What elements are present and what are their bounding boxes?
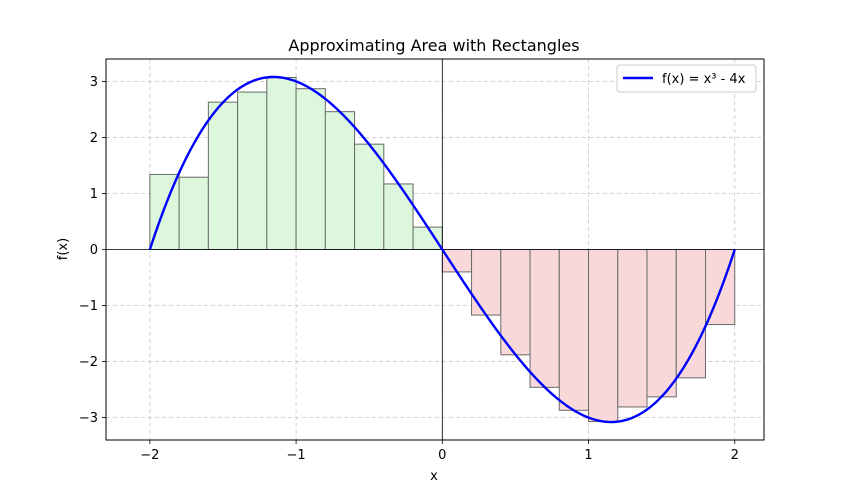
positive-rectangle [207, 101, 239, 250]
positive-rectangle [237, 91, 268, 250]
y-tick-label: 0 [90, 243, 98, 258]
positive-rectangle [383, 183, 414, 250]
x-axis-label: x [430, 469, 438, 484]
x-ticks: −2 −1 0 1 2 [140, 440, 739, 463]
positive-rectangle [266, 76, 297, 251]
y-axis-label: f(x) [56, 238, 71, 260]
x-tick-label: −1 [287, 448, 306, 463]
legend-box [616, 64, 757, 93]
y-tick-label: −1 [79, 299, 98, 314]
x-tick-label: 0 [438, 448, 446, 463]
rectangles [149, 76, 736, 423]
negative-rectangle [441, 249, 473, 273]
negative-rectangle [500, 249, 531, 356]
y-tick-label: 3 [90, 75, 98, 90]
negative-rectangle [675, 249, 707, 379]
negative-rectangle [617, 249, 648, 408]
curve [148, 75, 736, 424]
y-tick-label: −2 [79, 355, 98, 370]
chart-title: Approximating Area with Rectangles [288, 36, 579, 55]
x-tick-label: −2 [140, 448, 159, 463]
positive-rectangle [324, 111, 356, 250]
negative-rectangle [646, 249, 677, 398]
legend: f(x) = x³ - 4x [616, 64, 757, 93]
y-tick-label: −3 [79, 411, 98, 426]
x-tick-label: 1 [584, 448, 592, 463]
negative-rectangle [558, 249, 590, 411]
negative-rectangle [529, 249, 560, 388]
y-ticks: −3 −2 −1 0 1 2 3 [79, 75, 106, 426]
positive-rectangle [412, 226, 443, 251]
y-tick-label: 1 [90, 187, 98, 202]
legend-label: f(x) = x³ - 4x [662, 72, 746, 87]
positive-rectangle [178, 176, 209, 250]
negative-rectangle [588, 249, 619, 423]
positive-rectangle [295, 88, 326, 250]
function-curve [148, 75, 736, 424]
negative-rectangle [471, 249, 502, 316]
x-tick-label: 2 [731, 448, 739, 463]
positive-rectangle [354, 143, 385, 250]
y-tick-label: 2 [90, 131, 98, 146]
